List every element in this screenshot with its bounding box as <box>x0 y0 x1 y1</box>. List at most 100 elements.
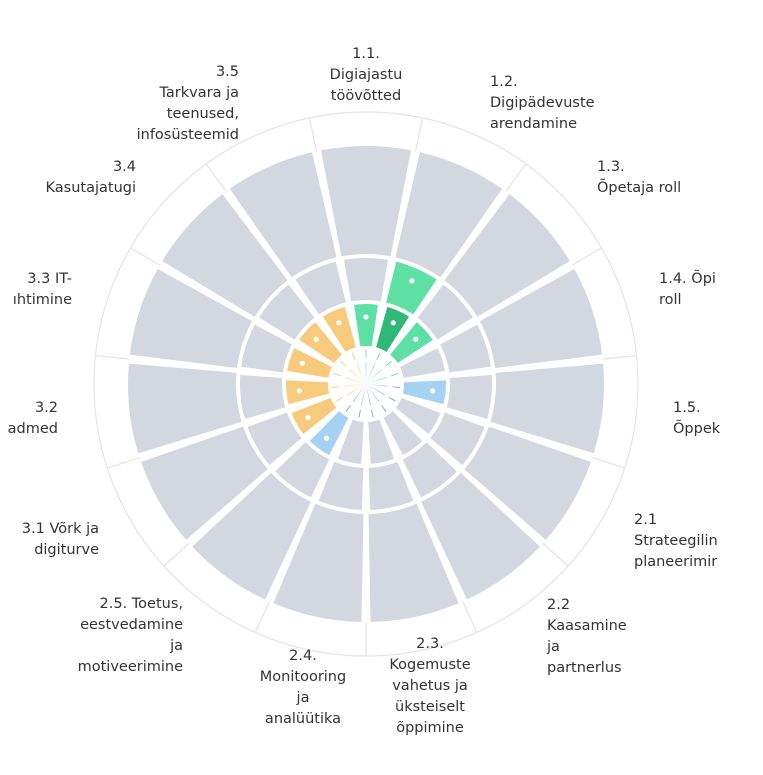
segment-c14-l4 <box>162 194 289 318</box>
segment-c15-l1 <box>350 350 366 384</box>
segment-c10-l1 <box>344 384 366 414</box>
spoke-line <box>571 247 602 266</box>
segment-c11-l4 <box>141 425 270 540</box>
ring-separator <box>282 300 450 468</box>
value-dot <box>305 414 311 421</box>
segment-c2-l3 <box>385 259 438 317</box>
value-dot <box>386 373 392 380</box>
segment-c1-l3 <box>343 255 389 304</box>
value-dot <box>339 383 345 390</box>
value-dot <box>409 278 415 284</box>
segment-c13-l1 <box>331 372 366 384</box>
value-dot <box>430 388 436 394</box>
category-label: 3.2 admed <box>7 400 58 437</box>
ring-separator <box>328 346 404 422</box>
category-label: 2.3. Kogemuste vahetus ja üksteiselt õpp… <box>389 636 471 736</box>
value-dot <box>384 393 390 399</box>
polar-chart <box>93 111 639 657</box>
segment-c5-l1 <box>366 384 402 389</box>
segment-c15-l4 <box>229 152 337 280</box>
segment-c9-l4 <box>273 501 364 622</box>
segment-c10-l4 <box>192 471 312 600</box>
category-label: 1.4. Õpi roll <box>659 271 716 308</box>
segment-c9-l1 <box>357 384 366 420</box>
segment-c7-l1 <box>366 384 388 414</box>
segment-c11-l2 <box>289 397 338 436</box>
value-dot <box>296 388 302 394</box>
value-dot <box>342 393 348 399</box>
segment-c11-l1 <box>334 384 366 403</box>
value-dot <box>381 365 387 371</box>
segment-c2-l4 <box>395 152 503 280</box>
category-label: 1.3. Õpetaja roll <box>597 159 682 196</box>
value-dot <box>368 404 374 411</box>
category-label: 2.2 Kaasamine ja partnerlus <box>547 597 627 676</box>
category-label: 1.2. Digipädevuste arendamine <box>490 74 595 132</box>
value-dot <box>299 360 305 366</box>
spoke-line <box>462 601 478 633</box>
segment-c6-l4 <box>462 425 591 540</box>
category-label: 3.1 Võrk ja digiturve <box>21 521 99 558</box>
segment-c9-l2 <box>337 417 364 466</box>
value-dot <box>363 357 369 363</box>
spoke-line <box>130 247 161 266</box>
value-dot <box>390 320 396 326</box>
segment-c4-l1 <box>366 372 401 384</box>
segment-c3-l2 <box>388 320 435 365</box>
segment-c14-l2 <box>297 320 344 365</box>
segment-c1-l1 <box>365 347 367 384</box>
category-label: 3.5 Tarkvara ja teenused, infosüsteemid <box>136 64 239 143</box>
ring-separator <box>236 254 496 514</box>
segment-c8-l2 <box>368 417 395 466</box>
segment-c1-l2 <box>353 301 379 349</box>
segment-c3-l1 <box>366 359 394 384</box>
category-label: 2.1 Strateegilin planeerimir <box>634 512 718 570</box>
segment-c6-l2 <box>394 397 443 436</box>
segment-c12-l2 <box>283 380 332 405</box>
segment-c13-l3 <box>239 323 294 373</box>
spoke-line <box>254 601 270 633</box>
segment-c2-l1 <box>366 350 382 384</box>
segment-c10-l2 <box>308 409 350 457</box>
value-dot <box>349 400 355 407</box>
chart-clip: 1.1. Digiajastu töövõtted 1.2. Digipädevu… <box>7 46 721 736</box>
spoke-line <box>107 456 140 469</box>
segment-c5-l2 <box>400 380 449 405</box>
segment-c2-l2 <box>375 304 411 354</box>
value-dot <box>413 336 419 342</box>
category-label: 2.5. Toetus, eestvedamine ja motiveerimi… <box>77 596 183 675</box>
segment-c4-l3 <box>438 323 493 373</box>
category-label: 1.5. Õppek <box>673 400 721 437</box>
segment-c13-l4 <box>129 268 254 369</box>
segment-c7-l4 <box>420 471 540 600</box>
segment-c4-l2 <box>398 347 447 379</box>
value-dot <box>377 400 383 407</box>
segment-c4-l4 <box>478 268 603 369</box>
segment-c8-l3 <box>368 459 415 512</box>
value-dot <box>324 435 330 441</box>
segment-c9-l3 <box>317 459 364 512</box>
spoke-line <box>205 163 227 192</box>
segment-c7-l2 <box>382 409 424 457</box>
value-dot <box>313 336 319 342</box>
segment-c15-l2 <box>321 304 357 354</box>
spoke-line <box>505 163 527 192</box>
segment-c12-l4 <box>127 363 244 454</box>
spoke-line <box>602 354 637 360</box>
category-label: 2.4. Monitooring ja analüütika <box>259 648 347 727</box>
spoke-line <box>308 117 318 152</box>
value-dot <box>358 404 364 411</box>
segment-c14-l1 <box>338 359 366 384</box>
segment-c13-l2 <box>285 347 334 379</box>
segment-c6-l1 <box>366 384 398 403</box>
segment-c1-l4 <box>320 146 412 259</box>
value-dot <box>373 359 379 365</box>
segment-c8-l4 <box>368 501 459 622</box>
segment-c8-l1 <box>366 384 375 420</box>
spoke-line <box>414 117 424 152</box>
spoke-line <box>95 354 130 360</box>
category-label: 3.4 Kasutajatugi <box>45 159 136 196</box>
segment-c3-l4 <box>443 194 570 318</box>
value-dot <box>345 365 351 371</box>
spoke-line <box>163 542 190 567</box>
